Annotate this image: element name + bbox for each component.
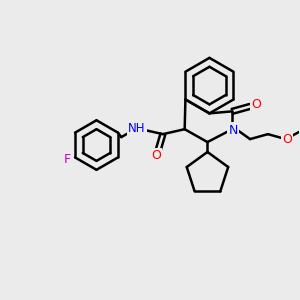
Text: O: O	[282, 133, 292, 146]
Text: NH: NH	[128, 122, 146, 135]
Text: F: F	[64, 153, 71, 166]
Text: O: O	[251, 98, 261, 111]
Text: N: N	[229, 124, 238, 137]
Text: O: O	[151, 149, 161, 162]
